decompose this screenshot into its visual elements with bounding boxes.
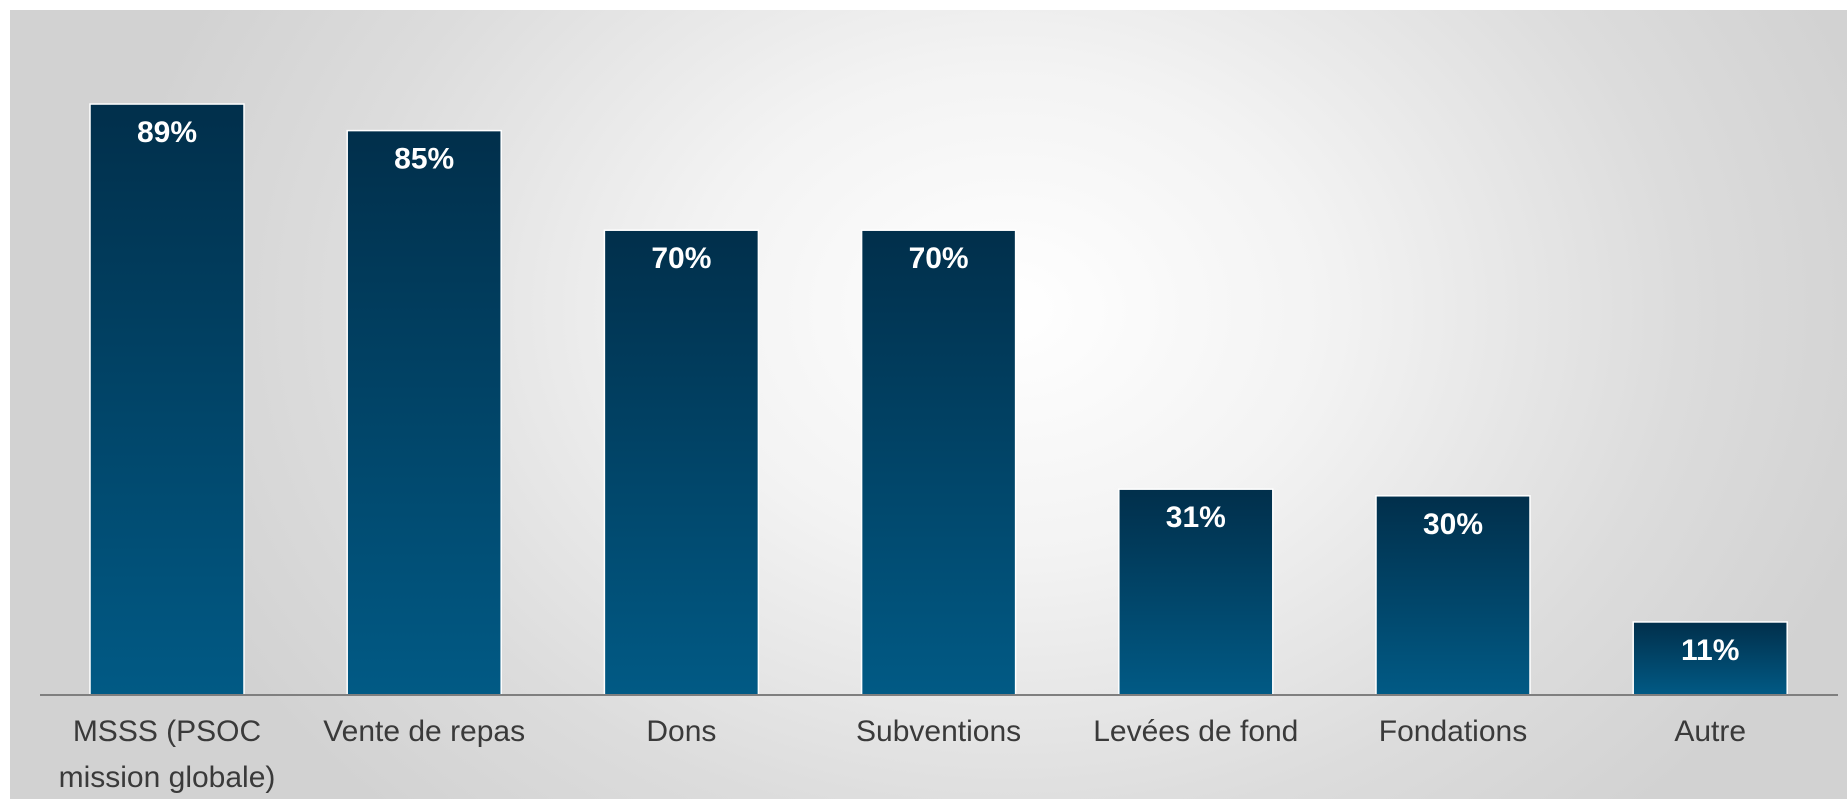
data-label-6: 11% <box>1681 634 1739 667</box>
category-label-0: MSSS (PSOC mission globale) <box>59 715 276 794</box>
category-label-2: Dons <box>646 715 716 748</box>
chart-title-strip <box>0 0 1847 10</box>
data-label-3: 70% <box>909 242 969 275</box>
bar-6 <box>1632 621 1788 696</box>
category-label-1: Vente de repas <box>323 715 525 748</box>
data-label-4: 31% <box>1166 501 1226 534</box>
bar-0 <box>89 103 245 696</box>
category-label-3: Subventions <box>856 715 1021 748</box>
category-label-4: Levées de fond <box>1093 715 1298 748</box>
bar-3 <box>860 229 1017 696</box>
data-label-1: 85% <box>394 143 454 176</box>
data-label-0: 89% <box>137 116 197 149</box>
bar-1 <box>346 129 502 696</box>
data-label-5: 30% <box>1423 508 1483 541</box>
category-label-6: Autre <box>1674 715 1746 748</box>
bar-4 <box>1118 488 1274 696</box>
bar-2 <box>603 229 760 696</box>
bar-5 <box>1375 495 1531 696</box>
data-label-2: 70% <box>651 242 711 275</box>
bars-group: 89% 85% 70% 70% 31% 30% 11% <box>89 103 1788 696</box>
category-label-5: Fondations <box>1379 715 1527 748</box>
category-labels-group: MSSS (PSOC mission globale) Vente de repas… <box>59 715 1746 794</box>
